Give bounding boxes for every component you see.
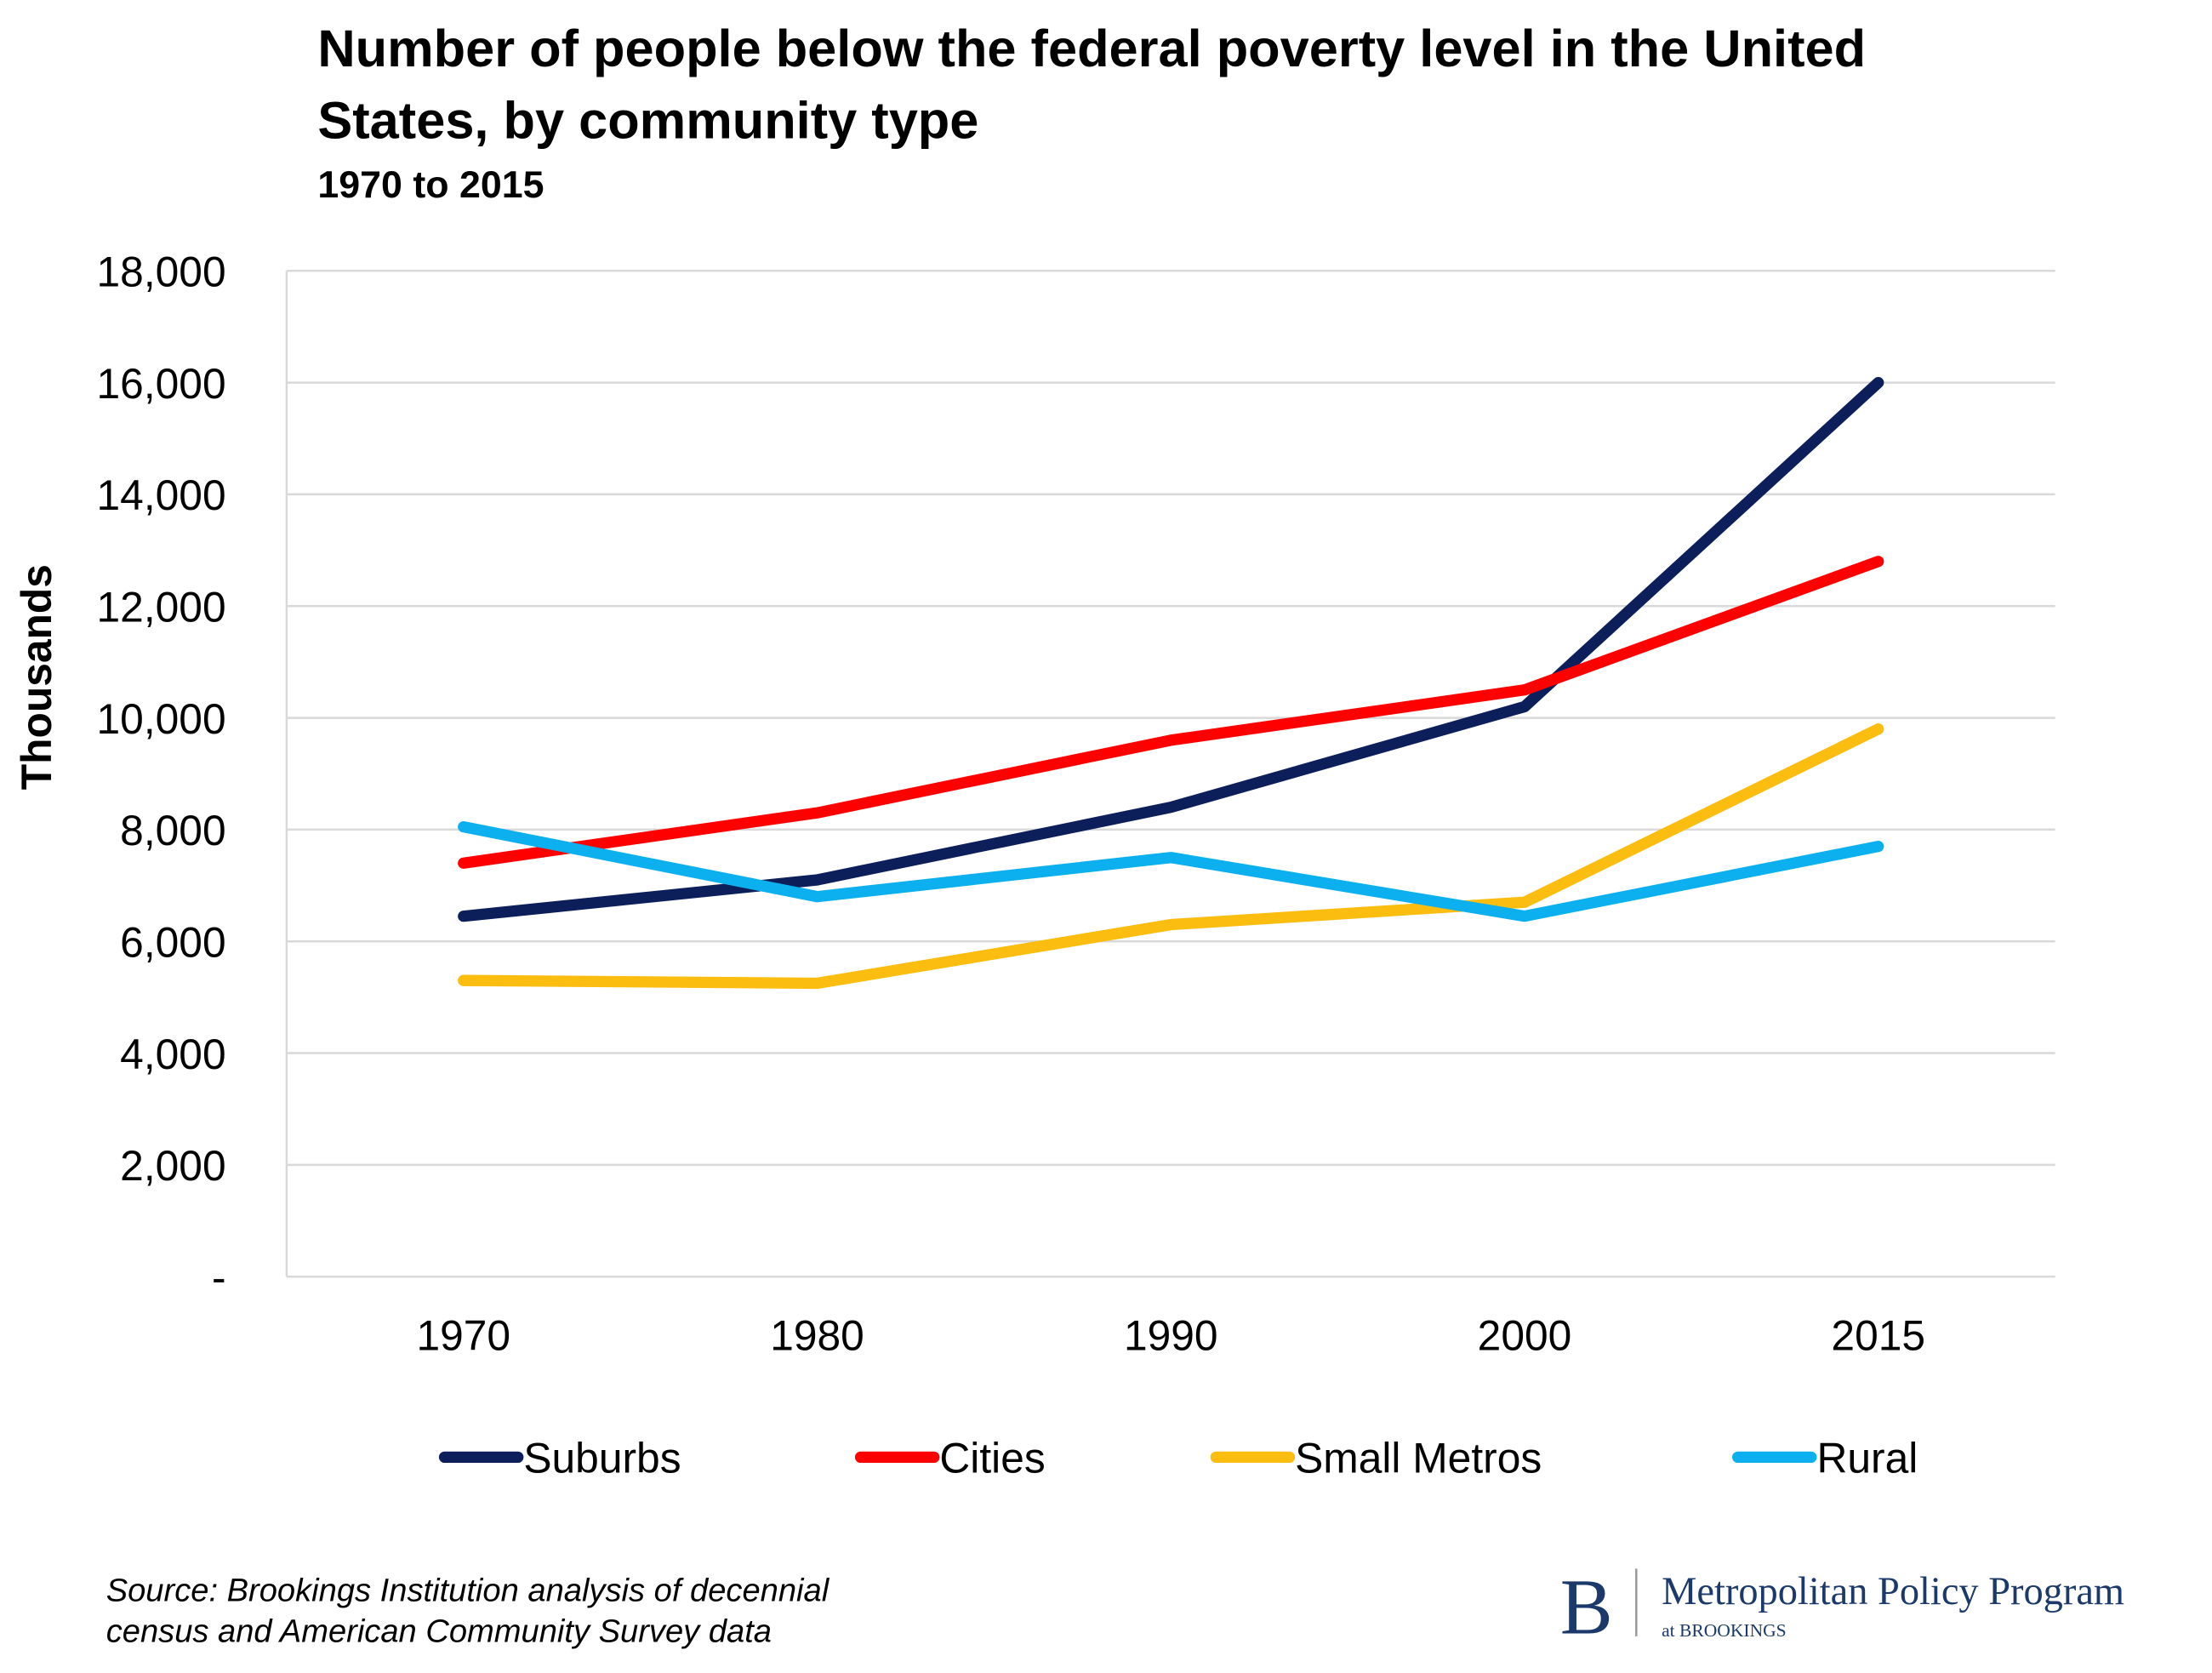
x-tick-label: 1980 <box>770 1311 864 1359</box>
y-tick-label: 10,000 <box>97 695 226 743</box>
y-tick-label: 14,000 <box>97 471 226 519</box>
x-tick-label: 2015 <box>1831 1311 1925 1359</box>
chart-title: Number of people below the federal pover… <box>317 19 1866 77</box>
source: Source: Brookings Institution analysis o… <box>106 1572 830 1608</box>
source: census and American Community Survey dat… <box>106 1613 772 1650</box>
y-tick-label: 12,000 <box>97 583 226 631</box>
legend-label: Small Metros <box>1295 1435 1542 1482</box>
y-tick-label: 18,000 <box>97 248 226 296</box>
chart-subtitle: 1970 to 2015 <box>317 163 544 206</box>
logo-sub: at BROOKINGS <box>1662 1620 1787 1641</box>
series-line <box>458 723 1884 990</box>
x-tick-label: 1970 <box>416 1311 510 1359</box>
y-tick-label: 16,000 <box>97 360 226 408</box>
legend-label: Suburbs <box>523 1435 681 1482</box>
logo: B Metropolitan Policy Program at BROOKIN… <box>1560 1564 2124 1652</box>
series-line <box>458 820 1884 922</box>
y-tick-label: 2,000 <box>120 1142 225 1190</box>
logo-name: Metropolitan Policy Program <box>1662 1570 2124 1613</box>
logo-mark: B <box>1560 1564 1613 1652</box>
chart-title: States, by community type <box>317 90 978 149</box>
y-tick-label: 6,000 <box>120 918 225 966</box>
series-line <box>458 376 1884 922</box>
y-tick-label: 4,000 <box>120 1031 225 1078</box>
x-tick-label: 1990 <box>1124 1311 1218 1359</box>
y-tick-label: - <box>212 1253 226 1301</box>
y-tick-label: 8,000 <box>120 807 225 854</box>
y-axis-title: Thousands <box>13 564 60 790</box>
x-tick-label: 2000 <box>1478 1311 1572 1359</box>
legend-label: Rural <box>1816 1435 1918 1482</box>
legend-label: Cities <box>939 1435 1045 1482</box>
series-line <box>458 556 1884 869</box>
